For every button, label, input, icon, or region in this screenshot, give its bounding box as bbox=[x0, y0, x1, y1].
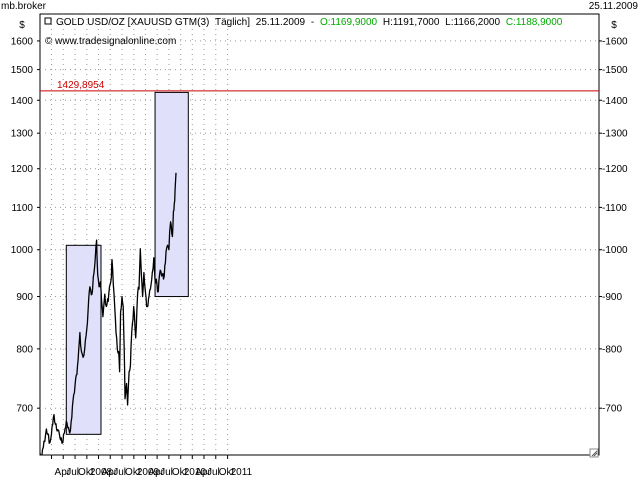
y-axis-label-right: $ bbox=[611, 20, 617, 31]
y-axis-left: 700 800 900 1000 1100 1200 1300 1400 1500 1600 bbox=[11, 36, 40, 415]
horizontal-line-group: 1429,8954 bbox=[40, 80, 599, 92]
price-series bbox=[40, 172, 177, 455]
broker-name: mb.broker bbox=[1, 1, 47, 12]
x-tick-label: Apr bbox=[102, 467, 118, 478]
legend-low: L:1166,2000 bbox=[445, 17, 500, 28]
legend-marker-icon bbox=[44, 17, 52, 25]
legend-open: O:1169,9000 bbox=[320, 17, 378, 28]
x-tick-label: Okt bbox=[219, 467, 235, 478]
y-tick-label-right: -1000 bbox=[602, 245, 628, 256]
y-tick-label-left: 1200 bbox=[11, 164, 34, 175]
x-tick-label: 2011 bbox=[231, 467, 253, 478]
reference-line-label: 1429,8954 bbox=[57, 80, 105, 91]
x-tick-label: Jul bbox=[113, 467, 126, 478]
y-tick-label-right: -1400 bbox=[602, 96, 628, 107]
y-tick-label-right: -700 bbox=[602, 404, 622, 415]
y-tick-label-left: 1100 bbox=[11, 203, 33, 214]
y-tick-label-right: -1500 bbox=[602, 65, 628, 76]
x-tick-label: 2009 bbox=[137, 467, 160, 478]
y-tick-label-left: 1000 bbox=[11, 245, 34, 256]
x-tick-label: Jul bbox=[66, 467, 79, 478]
x-tick-label: Okt bbox=[125, 467, 141, 478]
y-tick-label-right: -800 bbox=[602, 344, 622, 355]
y-tick-label-left: 900 bbox=[16, 292, 33, 303]
x-tick-label: 2008 bbox=[90, 467, 113, 478]
y-axis-right: -700 -800 -900 -1000 -1100 -1200 -1300 -1400 -15… bbox=[599, 36, 628, 415]
y-tick-label-left: 800 bbox=[16, 344, 33, 355]
legend-copyright: © www.tradesignalonline.com bbox=[45, 36, 176, 47]
legend: GOLD USD/OZ [XAUUSD GTM(3) Täglich] 25.1… bbox=[44, 17, 563, 47]
plot-area bbox=[39, 13, 600, 456]
x-tick-label: Apr bbox=[195, 467, 211, 478]
legend-period: Täglich] bbox=[215, 17, 250, 28]
x-tick-label: Apr bbox=[55, 467, 71, 478]
legend-close: C:1188,9000 bbox=[506, 17, 563, 28]
x-tick-label: Jul bbox=[160, 467, 173, 478]
y-tick-label-right: -1300 bbox=[602, 129, 628, 140]
y-tick-label-right: -900 bbox=[602, 292, 622, 303]
x-tick-label: Okt bbox=[172, 467, 188, 478]
y-tick-label-right: -1600 bbox=[602, 36, 628, 47]
resize-icon[interactable] bbox=[589, 448, 599, 458]
legend-date: 25.11.2009 bbox=[256, 17, 306, 28]
price-line bbox=[40, 172, 177, 455]
legend-high: H:1191,7000 bbox=[383, 17, 440, 28]
highlight-box bbox=[65, 244, 102, 435]
x-tick-label: Okt bbox=[78, 467, 94, 478]
grid bbox=[40, 14, 599, 455]
x-tick-label: Apr bbox=[148, 467, 164, 478]
y-tick-label-left: 1500 bbox=[11, 65, 34, 76]
legend-text: GOLD USD/OZ [XAUUSD GTM(3) Täglich] 25.1… bbox=[56, 17, 563, 28]
highlight-boxes bbox=[65, 91, 189, 435]
y-tick-label-left: 1400 bbox=[11, 96, 34, 107]
x-tick-label: Jul bbox=[207, 467, 220, 478]
y-tick-label-right: -1100 bbox=[602, 203, 627, 214]
x-tick-label: 2010 bbox=[184, 467, 207, 478]
legend-instrument: GOLD USD/OZ [XAUUSD GTM(3) bbox=[56, 17, 209, 28]
highlight-box bbox=[154, 91, 189, 298]
y-tick-label-left: 1600 bbox=[11, 36, 34, 47]
top-bar: mb.broker 25.11.2009 bbox=[0, 0, 640, 14]
y-tick-label-right: -1200 bbox=[602, 164, 628, 175]
y-tick-label-left: 1300 bbox=[11, 129, 34, 140]
header-date: 25.11.2009 bbox=[588, 1, 638, 12]
legend-sep: - bbox=[311, 17, 314, 28]
y-axis-label-left: $ bbox=[19, 20, 25, 31]
y-tick-label-left: 700 bbox=[16, 404, 33, 415]
